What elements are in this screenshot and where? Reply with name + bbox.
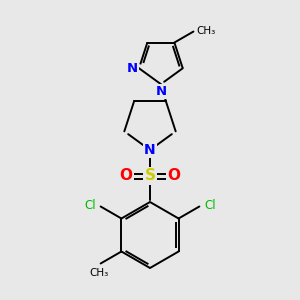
Text: S: S <box>145 169 155 184</box>
Text: Cl: Cl <box>84 199 96 212</box>
Text: O: O <box>167 169 181 184</box>
Text: N: N <box>155 85 167 98</box>
Text: N: N <box>144 143 156 157</box>
Text: N: N <box>127 62 138 75</box>
Text: CH₃: CH₃ <box>89 268 108 278</box>
Text: CH₃: CH₃ <box>196 26 216 35</box>
Text: O: O <box>119 169 133 184</box>
Text: Cl: Cl <box>204 199 216 212</box>
